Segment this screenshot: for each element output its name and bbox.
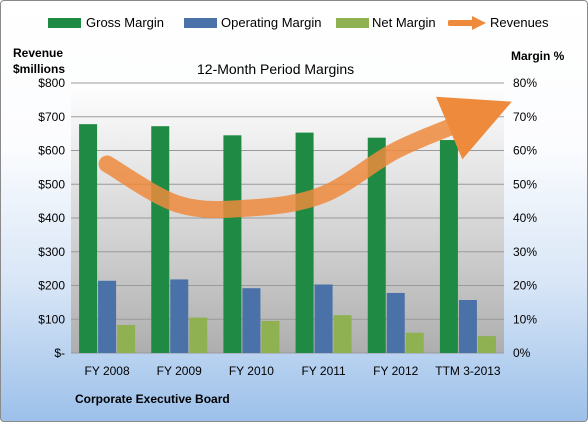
y-left-tick-label: $600 (38, 144, 65, 158)
bar-gross-margin-4 (367, 137, 386, 353)
company-name: Corporate Executive Board (75, 392, 230, 406)
y-left-tick-label: $300 (38, 245, 65, 259)
y-right-tick-label: 40% (513, 211, 537, 225)
y-left-tick-label: $800 (38, 76, 65, 90)
y-axis-left-title-line2: $millions (13, 62, 66, 76)
x-category-label: FY 2011 (301, 364, 346, 378)
y-right-tick-label: 60% (513, 144, 537, 158)
y-left-tick-label: $100 (38, 312, 65, 326)
y-left-tick-label: $500 (38, 177, 65, 191)
y-left-tick-label: $700 (38, 110, 65, 124)
bar-gross-margin-5 (439, 140, 458, 353)
bar-net-margin-5 (477, 336, 496, 353)
y-right-tick-label: 80% (513, 76, 537, 90)
y-right-tick-label: 20% (513, 279, 537, 293)
bar-operating-margin-0 (98, 280, 117, 353)
legend-label-net-margin: Net Margin (372, 15, 436, 30)
bar-net-margin-4 (405, 332, 424, 353)
y-left-tick-label: $200 (38, 279, 65, 293)
y-right-tick-label: 70% (513, 110, 537, 124)
y-right-tick-label: 50% (513, 177, 537, 191)
bar-operating-margin-4 (386, 292, 405, 353)
chart-title: 12-Month Period Margins (197, 61, 355, 77)
y-left-tick-label: $- (54, 346, 65, 360)
revenues-line (98, 96, 512, 219)
bar-gross-margin-2 (223, 135, 242, 353)
x-category-label: FY 2012 (373, 364, 418, 378)
legend-swatch-operating-margin (184, 18, 217, 28)
bar-net-margin-1 (189, 317, 208, 353)
x-category-label: TTM 3-2013 (435, 364, 501, 378)
y-left-tick-label: $400 (38, 211, 65, 225)
legend-label-gross-margin: Gross Margin (86, 15, 165, 30)
y-axis-left-title-line1: Revenue (13, 46, 64, 60)
bar-operating-margin-5 (458, 300, 477, 353)
x-category-label: FY 2008 (85, 364, 130, 378)
bar-net-margin-0 (117, 324, 136, 353)
legend-label-revenues: Revenues (490, 15, 549, 30)
y-axis-left-title: Revenue $millions (13, 45, 65, 77)
legend-swatch-gross-margin (48, 18, 81, 28)
bar-net-margin-3 (333, 315, 352, 353)
bar-gross-margin-3 (295, 132, 314, 353)
bar-operating-margin-3 (314, 284, 333, 353)
y-right-tick-label: 10% (513, 312, 537, 326)
y-right-tick-label: 30% (513, 245, 537, 259)
legend-arrow-icon (448, 16, 486, 30)
legend-swatch-net-margin (336, 18, 369, 28)
bar-gross-margin-1 (151, 126, 170, 353)
bar-net-margin-2 (261, 320, 280, 353)
bar-operating-margin-1 (170, 279, 189, 353)
bar-gross-margin-0 (79, 124, 98, 353)
x-category-label: FY 2009 (157, 364, 202, 378)
x-category-label: FY 2010 (229, 364, 274, 378)
y-axis-right-title: Margin % (511, 49, 565, 63)
bar-operating-margin-2 (242, 288, 261, 353)
legend-label-operating-margin: Operating Margin (221, 15, 322, 30)
y-right-tick-label: 0% (513, 346, 531, 360)
